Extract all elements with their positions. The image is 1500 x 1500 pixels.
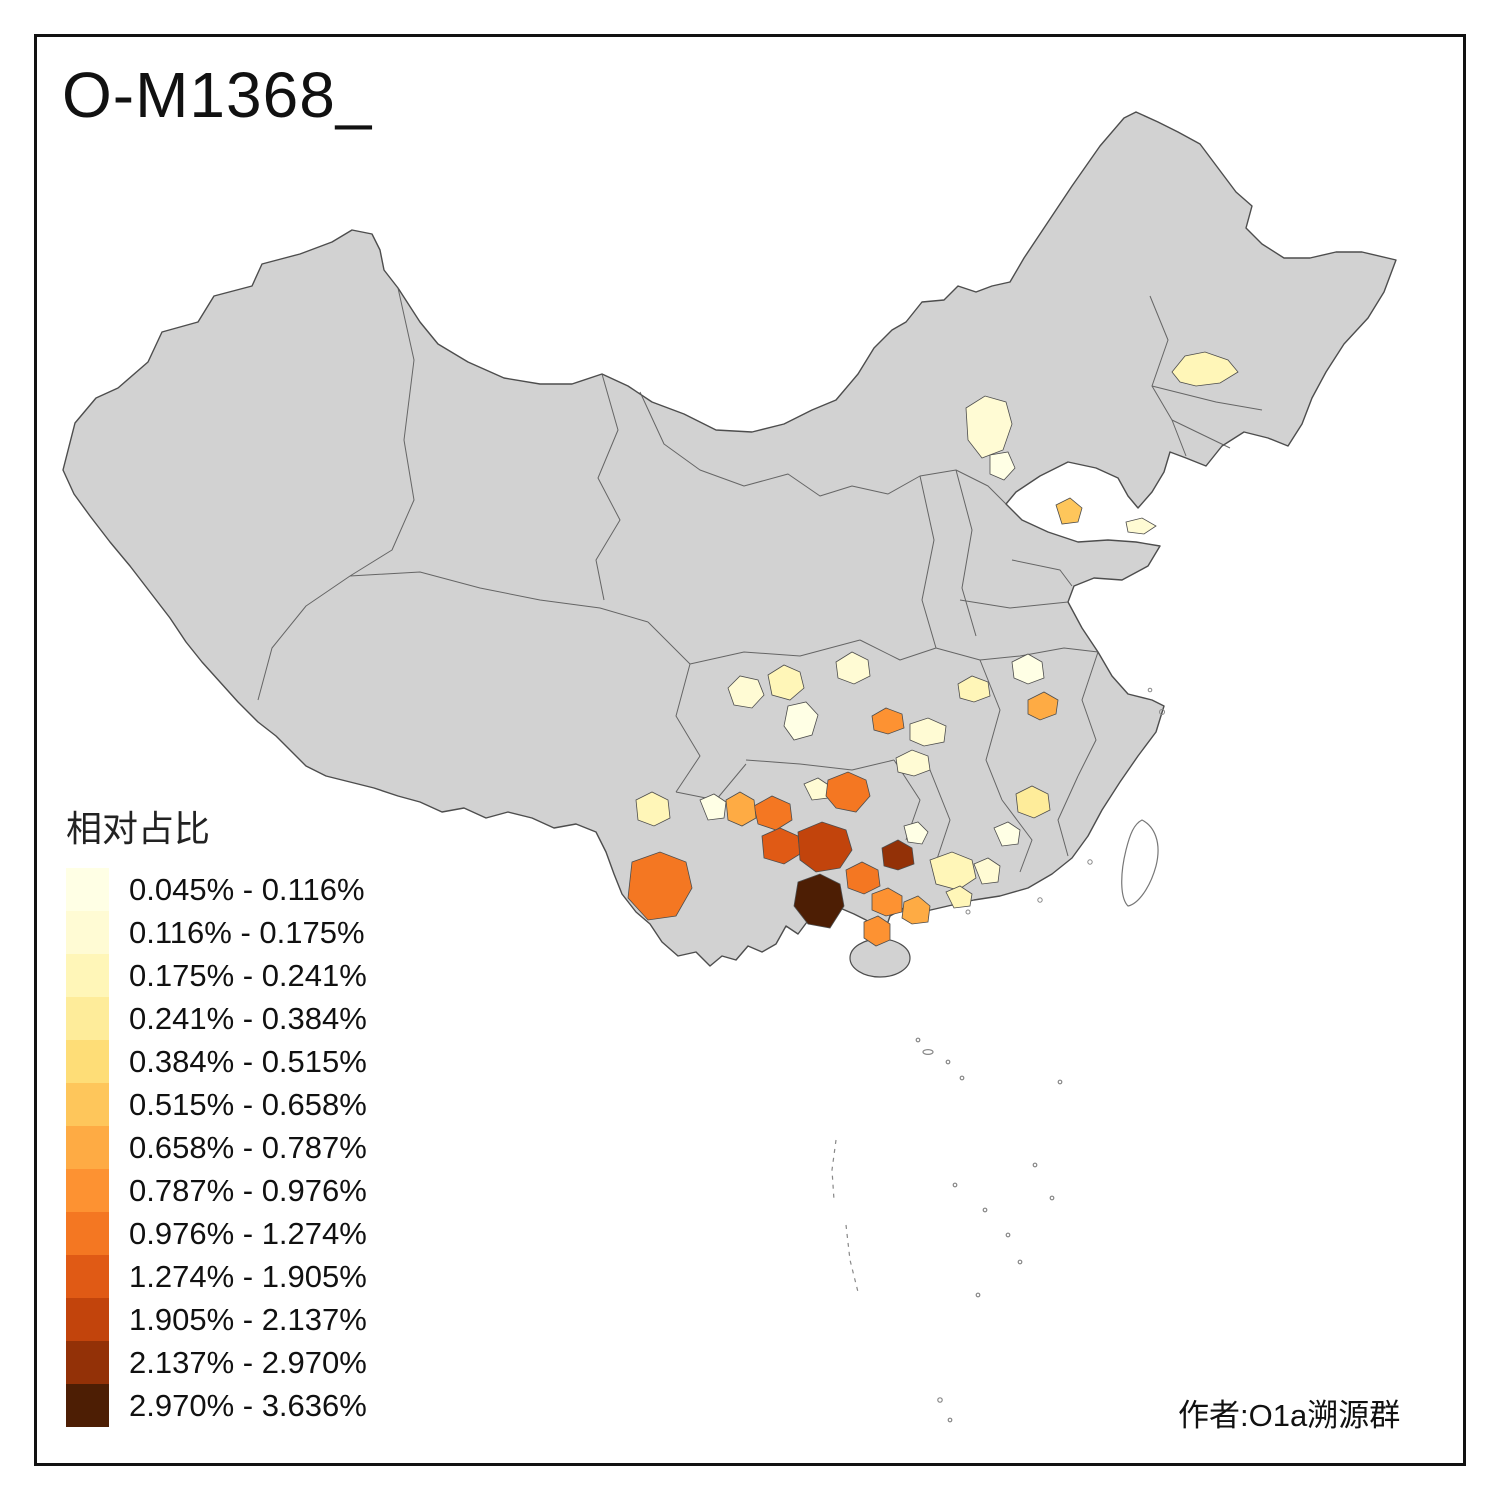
legend-label: 0.658% - 0.787% xyxy=(129,1129,367,1165)
prefecture-jiangxi-south xyxy=(993,821,1021,847)
legend-row: 0.787% - 0.976% xyxy=(66,1169,367,1212)
legend-label: 2.137% - 2.970% xyxy=(129,1344,367,1380)
legend-row: 2.137% - 2.970% xyxy=(66,1341,367,1384)
colored-regions xyxy=(627,351,1239,947)
legend-row: 0.241% - 0.384% xyxy=(66,997,367,1040)
legend-swatch xyxy=(66,1169,109,1212)
page-title: O-M1368_ xyxy=(62,59,373,131)
legend-row: 0.515% - 0.658% xyxy=(66,1083,367,1126)
legend-swatch xyxy=(66,868,109,911)
prefecture-tianjin xyxy=(1055,497,1083,525)
prefecture-gansu-south xyxy=(727,675,765,709)
legend-row: 1.905% - 2.137% xyxy=(66,1298,367,1341)
coastal-islets xyxy=(965,687,1165,915)
prefecture-anhui-west xyxy=(1011,653,1045,685)
prefecture-shaanxi-south xyxy=(783,701,819,741)
legend-row: 0.976% - 1.274% xyxy=(66,1212,367,1255)
legend-label: 1.905% - 2.137% xyxy=(129,1301,367,1337)
prefecture-guangxi-east xyxy=(901,895,931,925)
prefecture-chongqing-east xyxy=(909,717,947,747)
prefecture-yunnan-northeast-pale xyxy=(699,793,727,821)
legend-row: 0.384% - 0.515% xyxy=(66,1040,367,1083)
legend-label: 0.787% - 0.976% xyxy=(129,1172,367,1208)
legend-title: 相对占比 xyxy=(66,808,211,849)
prefecture-guangdong-north xyxy=(945,885,973,909)
prefecture-beijing-south xyxy=(989,451,1016,481)
legend-rows: 0.045% - 0.116% 0.116% - 0.175% 0.175% - 0… xyxy=(66,868,367,1427)
legend-row: 0.045% - 0.116% xyxy=(66,868,367,911)
prefecture-guizhou-center-dark xyxy=(797,821,853,873)
legend-row: 0.175% - 0.241% xyxy=(66,954,367,997)
legend-label: 0.241% - 0.384% xyxy=(129,1000,367,1036)
prefecture-leizhou-area xyxy=(863,915,891,947)
legend-label: 0.116% - 0.175% xyxy=(129,914,365,950)
legend-row: 1.274% - 1.905% xyxy=(66,1255,367,1298)
prefecture-shaanxi-mid xyxy=(835,651,871,685)
prefecture-yunnan-southwest xyxy=(627,851,693,921)
prefecture-hunan-south-cream xyxy=(929,851,977,891)
taiwan-island xyxy=(1121,819,1159,907)
legend-label: 1.274% - 1.905% xyxy=(129,1258,367,1294)
legend-swatch xyxy=(66,997,109,1040)
prefecture-shandong-tip xyxy=(1125,517,1157,535)
prefecture-shaanxi-west xyxy=(767,664,805,701)
author-attribution: 作者:O1a溯源群 xyxy=(1178,1398,1401,1433)
prefecture-hunan-west-pale xyxy=(903,821,929,845)
prefecture-yunnan-north-orange xyxy=(725,791,757,827)
prefecture-guangxi-north xyxy=(845,861,881,895)
legend-swatch xyxy=(66,1126,109,1169)
prefecture-guangxi-center xyxy=(871,887,903,917)
prefecture-beijing-area xyxy=(965,395,1013,459)
legend-swatch xyxy=(66,1255,109,1298)
prefecture-jiangxi-mid xyxy=(1015,785,1051,819)
legend-swatch xyxy=(66,1083,109,1126)
legend-label: 0.045% - 0.116% xyxy=(129,871,365,907)
south-china-sea-islands xyxy=(831,1037,1063,1423)
prefecture-guangxi-west-darkest xyxy=(793,873,845,929)
legend-swatch xyxy=(66,954,109,997)
prefecture-hunan-southeast xyxy=(973,857,1001,885)
legend-swatch xyxy=(66,1341,109,1384)
prefecture-chongqing-west xyxy=(871,707,905,735)
legend-label: 0.384% - 0.515% xyxy=(129,1043,367,1079)
prefecture-heilongjiang-band xyxy=(1171,351,1239,387)
province-borders xyxy=(257,287,1263,873)
legend-swatch xyxy=(66,1040,109,1083)
legend-label: 2.970% - 3.636% xyxy=(129,1387,367,1423)
legend-swatch xyxy=(66,1212,109,1255)
legend-row: 2.970% - 3.636% xyxy=(66,1384,367,1427)
legend-swatch xyxy=(66,911,109,954)
prefecture-hunan-north xyxy=(895,749,931,777)
prefecture-henan-south xyxy=(957,675,991,703)
legend-label: 0.515% - 0.658% xyxy=(129,1086,367,1122)
legend-swatch xyxy=(66,1384,109,1427)
legend-label: 0.175% - 0.241% xyxy=(129,957,367,993)
legend-row: 0.658% - 0.787% xyxy=(66,1126,367,1169)
prefecture-hubei-east xyxy=(1027,691,1059,721)
legend-swatch xyxy=(66,1298,109,1341)
prefecture-yunnan-east xyxy=(753,795,793,831)
prefecture-guizhou-northeast xyxy=(825,771,871,813)
legend-row: 0.116% - 0.175% xyxy=(66,911,367,954)
legend-label: 0.976% - 1.274% xyxy=(129,1215,367,1251)
prefecture-yunnan-northwest xyxy=(635,791,671,827)
prefecture-guizhou-east-dark xyxy=(881,839,915,871)
map-legend: 相对占比 0.045% - 0.116% 0.116% - 0.175% 0.175… xyxy=(66,800,367,1427)
